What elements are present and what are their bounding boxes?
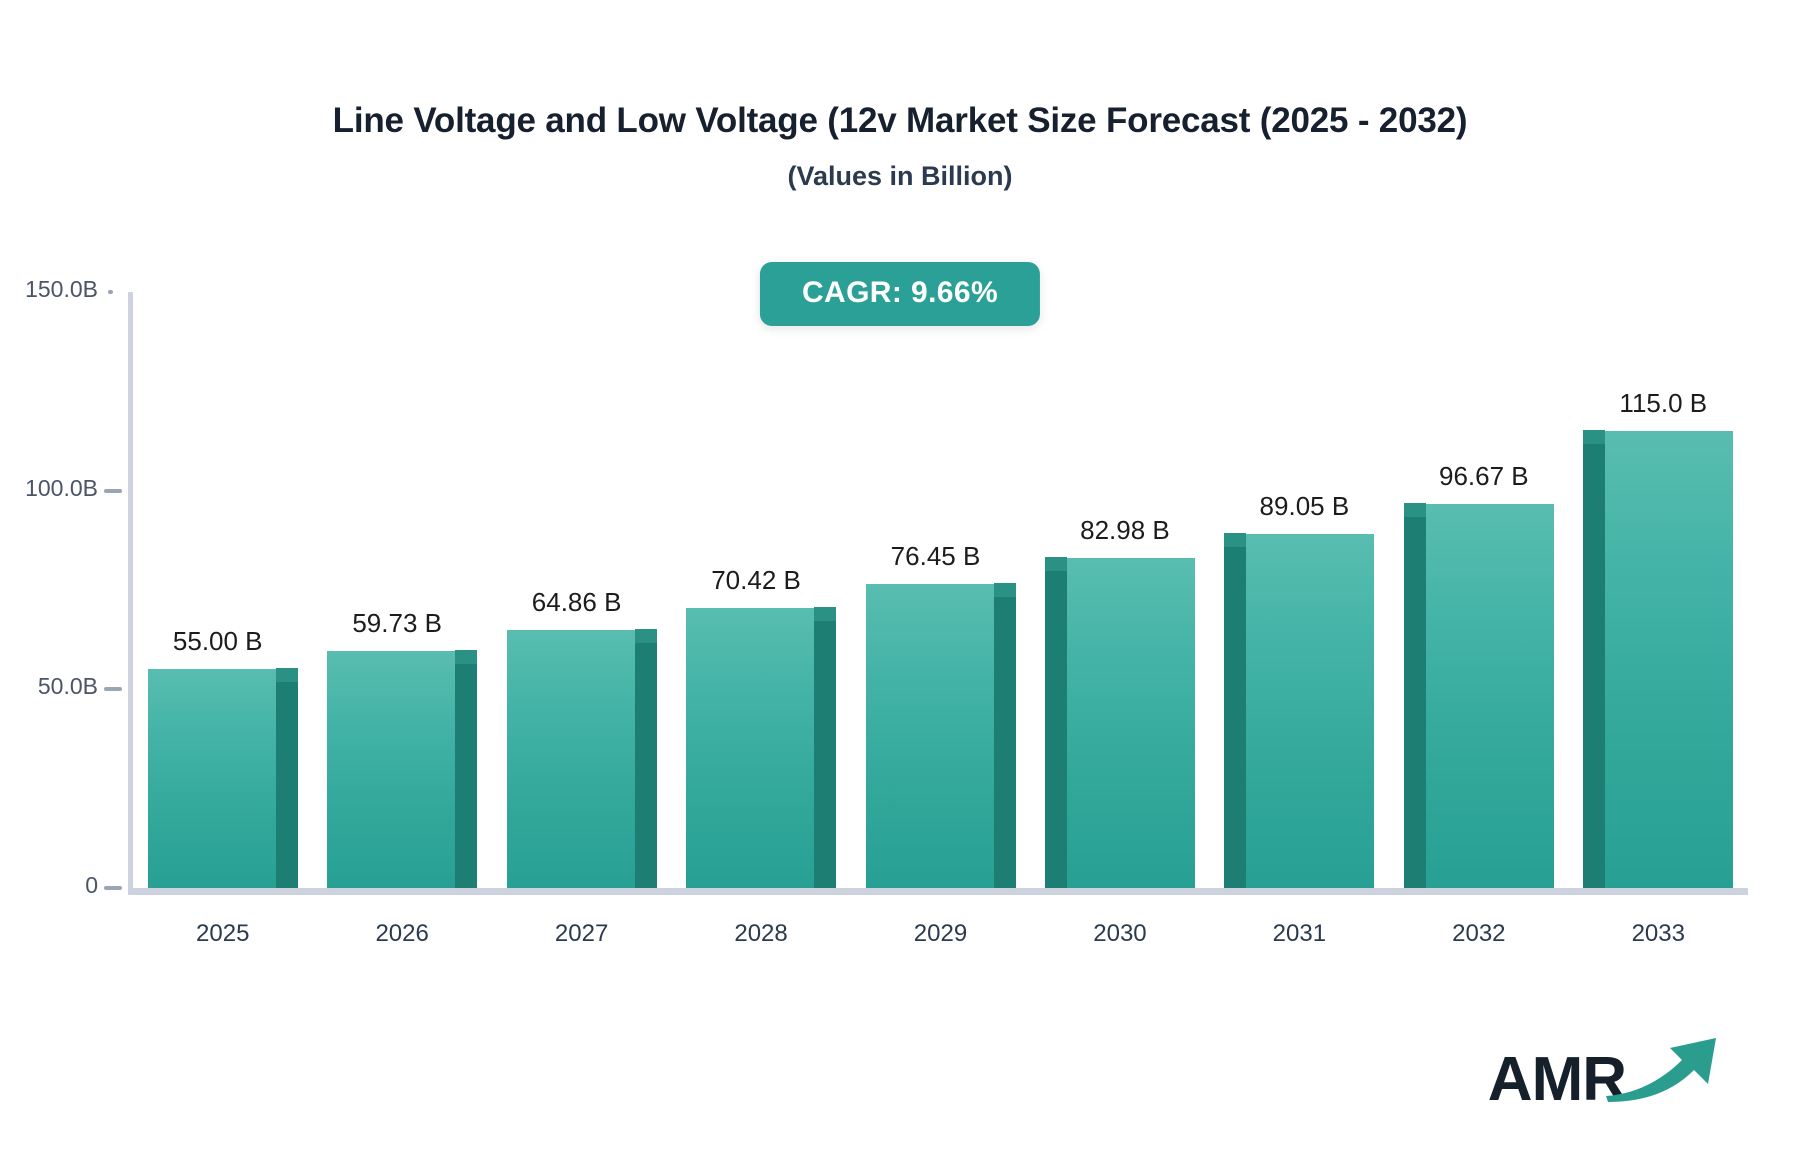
bar-side-face	[634, 643, 657, 888]
bar: 89.05 B	[1224, 491, 1375, 888]
x-axis-tick-label: 2028	[734, 920, 788, 947]
bar-front-face	[1605, 431, 1734, 888]
cagr-badge: CAGR: 9.66%	[759, 262, 1041, 326]
bar-value-label: 89.05 B	[1259, 491, 1350, 522]
bar-top-face	[1224, 533, 1247, 548]
x-axis-tick-label: 2033	[1631, 920, 1685, 947]
bar-front-face	[327, 650, 456, 888]
bar-top-face	[814, 607, 837, 622]
bar-top-face	[275, 668, 298, 683]
y-axis-tick-mark	[104, 687, 122, 692]
x-axis-tick-label: 2030	[1093, 920, 1147, 947]
x-axis-tick-label: 2026	[375, 920, 429, 947]
bar-front-face	[147, 669, 276, 888]
x-axis-tick-label: 2025	[196, 920, 250, 947]
chart-subtitle: (Values in Billion)	[787, 161, 1013, 191]
y-axis-tick-mark	[104, 886, 122, 890]
bar-value-label: 70.42 B	[711, 565, 801, 596]
logo-text: AMR	[1487, 1045, 1627, 1114]
bar-top-face	[634, 629, 657, 644]
bar: 115.0 B	[1583, 388, 1734, 888]
y-axis-tick-label: 0	[85, 872, 98, 898]
bar-side-face	[1583, 444, 1606, 888]
y-axis-tick-label: 100.0B	[25, 474, 98, 501]
bar-value-label: 115.0 B	[1619, 388, 1708, 419]
bar-value-label: 59.73 B	[352, 607, 442, 638]
bar: 55.00 B	[147, 626, 298, 888]
bar: 64.86 B	[506, 587, 657, 888]
bar-side-face	[1403, 516, 1426, 888]
bar-value-label: 96.67 B	[1439, 460, 1529, 491]
bar-top-face	[1583, 430, 1606, 445]
x-axis-tick-label: 2031	[1272, 920, 1327, 947]
y-axis-tick-label: 50.0B	[37, 673, 98, 700]
bar: 59.73 B	[327, 608, 478, 888]
bar-side-face	[814, 621, 837, 888]
bar-front-face	[1425, 503, 1554, 888]
bar-front-face	[1066, 558, 1195, 888]
bar-front-face	[686, 608, 815, 888]
x-axis-tick-label: 2032	[1452, 920, 1506, 947]
x-axis-tick-label: 2029	[913, 920, 968, 947]
bar-front-face	[506, 630, 635, 888]
bar: 70.42 B	[686, 565, 837, 888]
bar: 96.67 B	[1403, 461, 1554, 888]
bar-side-face	[455, 663, 478, 888]
y-axis-line	[128, 292, 133, 892]
y-axis-tick-mark	[108, 290, 113, 294]
bar-value-label: 55.00 B	[172, 626, 263, 657]
bar-side-face	[275, 682, 298, 888]
bar-value-label: 82.98 B	[1080, 515, 1170, 546]
chart-header: Line Voltage and Low Voltage (12v Market…	[0, 100, 1800, 192]
page-title: Line Voltage and Low Voltage (12v Market…	[332, 101, 1468, 140]
amr-logo: AMR	[1488, 1031, 1724, 1111]
y-axis-tick-label: 150.0B	[25, 276, 98, 302]
bar-side-face	[1224, 547, 1247, 888]
bar-side-face	[993, 597, 1016, 888]
bar-value-label: 76.45 B	[890, 541, 981, 572]
growth-arrow-icon	[1604, 1024, 1724, 1107]
bar-front-face	[865, 584, 994, 888]
bar-front-face	[1246, 534, 1375, 888]
bar-side-face	[1044, 571, 1067, 888]
x-axis-line	[128, 888, 1748, 895]
bar-top-face	[993, 583, 1016, 598]
y-axis-tick-mark	[104, 488, 122, 493]
bar-value-label: 64.86 B	[531, 587, 622, 618]
bar-top-face	[1403, 502, 1426, 517]
bar-top-face	[1044, 557, 1067, 572]
x-axis-tick-label: 2027	[554, 920, 609, 947]
bar: 82.98 B	[1044, 515, 1195, 888]
bar: 76.45 B	[865, 541, 1016, 888]
bar-top-face	[455, 649, 478, 664]
